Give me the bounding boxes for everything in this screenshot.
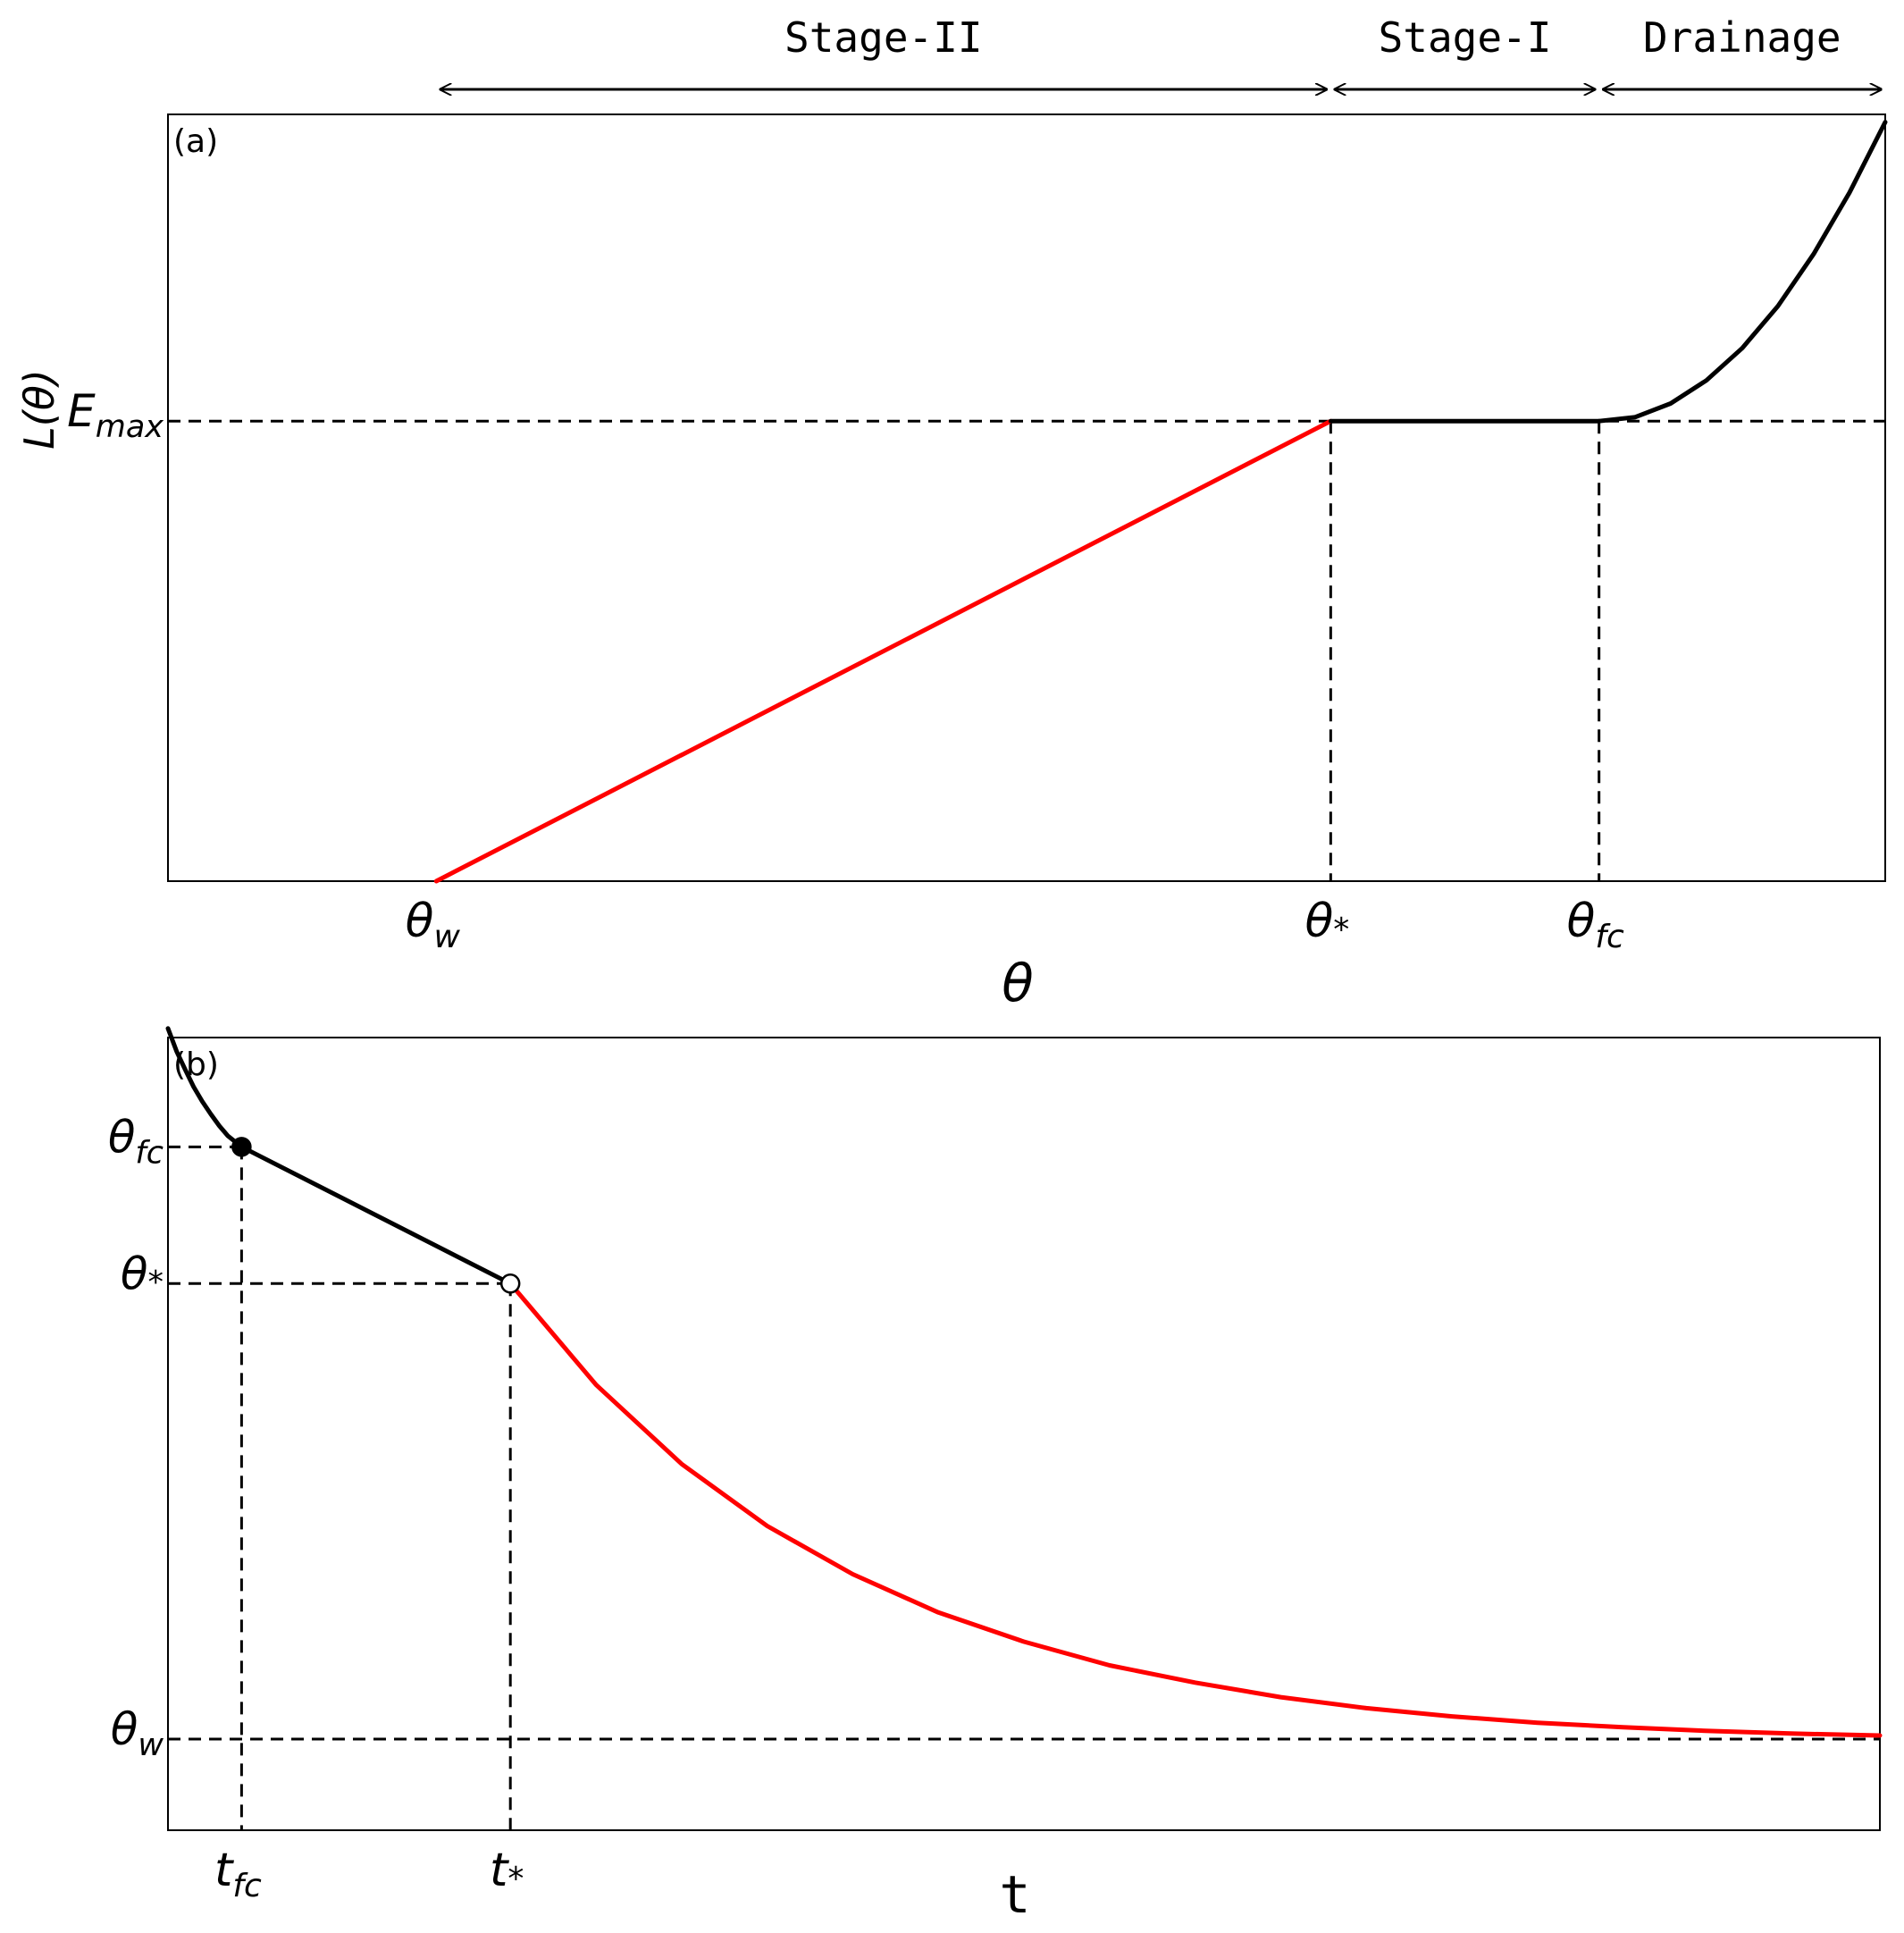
point-open [499, 1273, 521, 1294]
y-tick-label-x-w: θw [111, 1703, 164, 1763]
point-filled [231, 1137, 252, 1157]
x-tick-label-x-fc: θfc [1567, 895, 1625, 955]
series-line-3 [1597, 120, 1888, 424]
x-axis-label: θ [1002, 953, 1034, 1013]
y-tick-label-x-fc: θfc [108, 1111, 164, 1171]
plot-frame [167, 1037, 1881, 1831]
x-axis-label: t [1000, 1864, 1031, 1925]
series-line-2 [239, 1144, 513, 1286]
panel-label: (b) [173, 1046, 219, 1083]
panel-a: (a) θw θ* θfc Emax θ L(θ) Stage-II Stage-I Draina… [15, 13, 1888, 1013]
x-tick-label-t-star: t* [490, 1844, 524, 1897]
panel-b: (b) tfc t* θfc θ* θw t [108, 1026, 1883, 1925]
plot-frame [167, 113, 1886, 882]
x-tick-label-t-fc: tfc [214, 1844, 262, 1904]
region-label-drainage: Drainage [1643, 13, 1841, 62]
series-line-1 [433, 418, 1333, 884]
x-tick-label-x-star: θ* [1304, 895, 1349, 948]
y-tick-label-x-star: θ* [121, 1248, 164, 1300]
series-line-3 [507, 1281, 1883, 1738]
series-line-1 [165, 1026, 244, 1149]
panel-label: (a) [173, 123, 218, 160]
y-axis-label: L(θ) [15, 369, 63, 450]
region-label-stage-ii: Stage-II [784, 13, 983, 62]
y-tick-label-e-max: Emax [67, 385, 164, 445]
region-label-stage-i: Stage-I [1379, 13, 1552, 62]
x-tick-label-x-w: θw [406, 895, 461, 955]
